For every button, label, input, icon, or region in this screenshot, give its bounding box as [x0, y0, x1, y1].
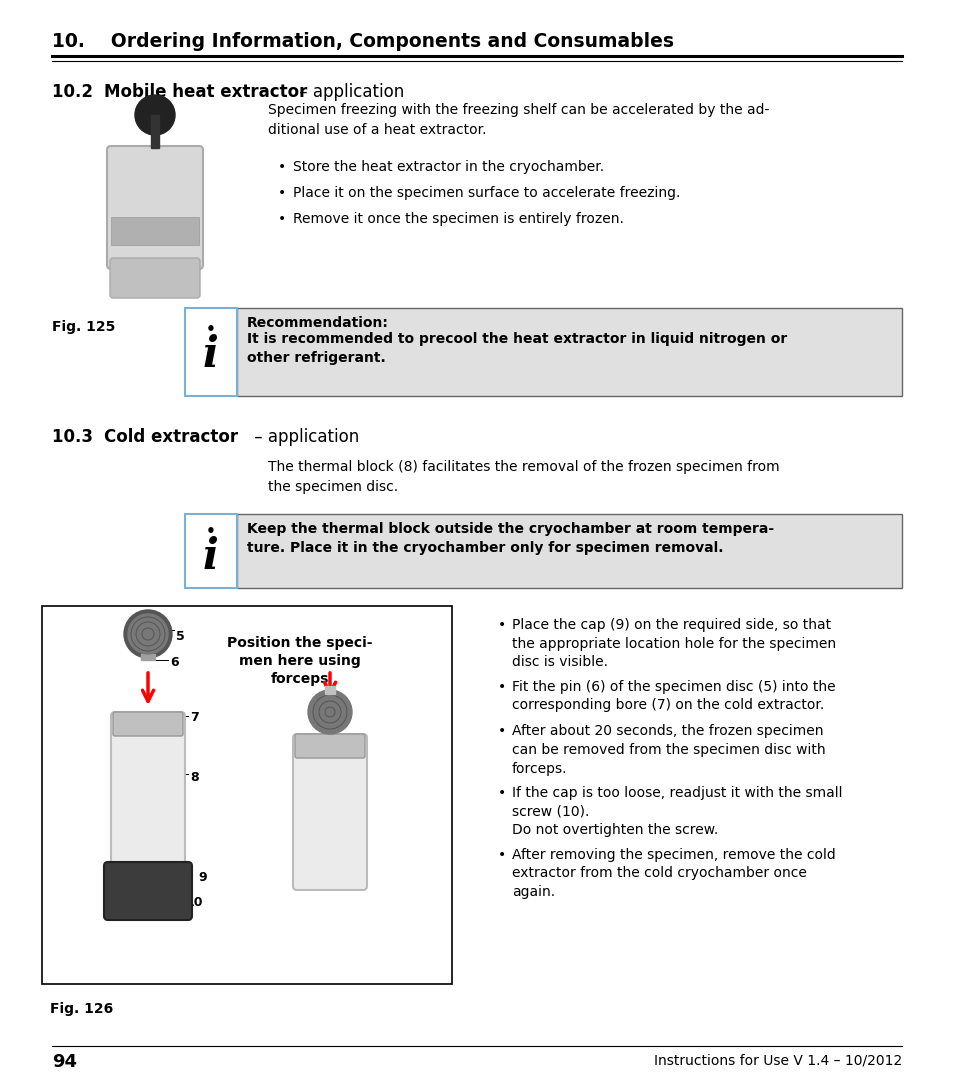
FancyBboxPatch shape [110, 258, 200, 298]
Text: •: • [277, 160, 286, 174]
Text: i: i [203, 536, 218, 578]
Text: After removing the specimen, remove the cold
extractor from the cold cryochamber: After removing the specimen, remove the … [512, 848, 835, 899]
Bar [151, 114, 159, 148]
Circle shape [128, 615, 168, 654]
Text: •: • [497, 786, 506, 800]
Text: •: • [206, 322, 215, 337]
FancyBboxPatch shape [294, 734, 365, 758]
FancyBboxPatch shape [104, 862, 192, 920]
Text: 94: 94 [52, 1053, 77, 1071]
Text: 7: 7 [190, 711, 198, 724]
Bar [325, 686, 335, 694]
Text: Fit the pin (6) of the specimen disc (5) into the
corresponding bore (7) on the : Fit the pin (6) of the specimen disc (5)… [512, 679, 835, 712]
Circle shape [124, 610, 172, 658]
Text: •: • [497, 618, 506, 632]
Text: Position the speci-
men here using
forceps: Position the speci- men here using force… [227, 636, 373, 686]
Bar [236, 308, 901, 396]
Text: i: i [203, 334, 218, 376]
Text: •: • [277, 212, 286, 226]
FancyBboxPatch shape [111, 712, 185, 868]
Text: Fig. 126: Fig. 126 [50, 1002, 113, 1016]
Text: 10.2: 10.2 [52, 83, 105, 102]
Text: 8: 8 [190, 771, 198, 784]
Text: •: • [277, 186, 286, 200]
Text: 6: 6 [170, 656, 178, 669]
Text: 5: 5 [175, 630, 185, 643]
Text: Recommendation:: Recommendation: [247, 316, 389, 330]
Text: Store the heat extractor in the cryochamber.: Store the heat extractor in the cryocham… [293, 160, 603, 174]
Text: 10.3: 10.3 [52, 428, 105, 446]
Text: Place the cap (9) on the required side, so that
the appropriate location hole fo: Place the cap (9) on the required side, … [512, 618, 835, 670]
Bar [141, 654, 154, 660]
Text: Remove it once the specimen is entirely frozen.: Remove it once the specimen is entirely … [293, 212, 623, 226]
Text: It is recommended to precool the heat extractor in liquid nitrogen or
other refr: It is recommended to precool the heat ex… [247, 332, 786, 365]
Text: After about 20 seconds, the frozen specimen
can be removed from the specimen dis: After about 20 seconds, the frozen speci… [512, 725, 824, 775]
Text: •: • [206, 524, 215, 539]
Bar [185, 514, 236, 588]
Text: Fig. 125: Fig. 125 [52, 320, 115, 334]
FancyBboxPatch shape [107, 146, 203, 269]
Text: The thermal block (8) facilitates the removal of the frozen specimen from
the sp: The thermal block (8) facilitates the re… [268, 460, 779, 494]
Bar [144, 634, 152, 656]
Text: 9: 9 [198, 870, 207, 885]
Bar [236, 514, 901, 588]
Text: Cold extractor: Cold extractor [104, 428, 238, 446]
Bar [185, 308, 236, 396]
Text: •: • [497, 725, 506, 739]
Text: If the cap is too loose, readjust it with the small
screw (10).
Do not overtight: If the cap is too loose, readjust it wit… [512, 786, 841, 837]
Bar [42, 606, 452, 984]
Text: Instructions for Use V 1.4 – 10/2012: Instructions for Use V 1.4 – 10/2012 [653, 1053, 901, 1067]
Text: Mobile heat extractor: Mobile heat extractor [104, 83, 307, 102]
Text: 10: 10 [186, 896, 203, 909]
Circle shape [308, 690, 352, 734]
Text: •: • [497, 679, 506, 693]
Text: 10.    Ordering Information, Components and Consumables: 10. Ordering Information, Components and… [52, 32, 673, 51]
Text: Keep the thermal block outside the cryochamber at room tempera-
ture. Place it i: Keep the thermal block outside the cryoc… [247, 522, 773, 555]
Text: – application: – application [294, 83, 404, 102]
FancyBboxPatch shape [112, 712, 183, 735]
FancyBboxPatch shape [293, 734, 367, 890]
Text: Place it on the specimen surface to accelerate freezing.: Place it on the specimen surface to acce… [293, 186, 679, 200]
Text: •: • [497, 848, 506, 862]
Bar [111, 217, 199, 245]
Text: Specimen freezing with the freezing shelf can be accelerated by the ad-
ditional: Specimen freezing with the freezing shel… [268, 103, 768, 136]
Circle shape [135, 95, 174, 135]
Text: – application: – application [249, 428, 359, 446]
